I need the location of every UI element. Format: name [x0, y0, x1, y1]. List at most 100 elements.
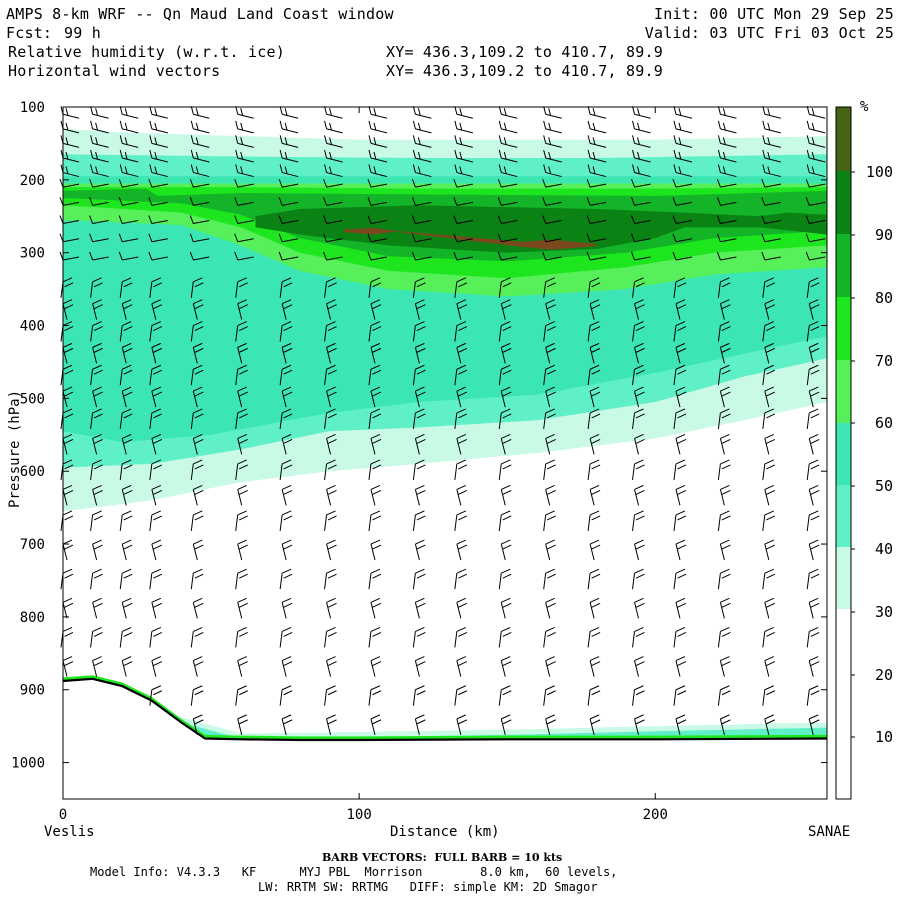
wind-barb [762, 510, 776, 531]
wind-barb [90, 408, 103, 429]
wind-barb [456, 342, 468, 364]
wind-barb [453, 251, 473, 261]
wind-barb [634, 433, 645, 455]
wind-barb [806, 321, 820, 342]
wind-barb [412, 321, 426, 342]
wind-barb [543, 627, 556, 648]
wind-barb [235, 321, 248, 342]
wind-barb [634, 342, 645, 364]
x-end-label: SANAE [808, 824, 851, 840]
wind-barb [719, 484, 731, 506]
wind-barb [90, 568, 103, 590]
colorbar-label: 70 [875, 352, 893, 370]
wind-barb [806, 106, 826, 119]
wind-barb [717, 106, 737, 119]
colorbar-band-30 [836, 547, 851, 609]
wind-barb [762, 321, 776, 342]
wind-barb [498, 627, 512, 648]
wind-barb [543, 408, 556, 429]
wind-barb [672, 233, 693, 243]
wind-barb [118, 215, 139, 225]
wind-barb [456, 539, 468, 561]
wind-barb [90, 106, 109, 119]
wind-barb [586, 197, 607, 206]
wind-barb [121, 597, 133, 619]
wind-barb [414, 597, 426, 619]
wind-barb [190, 364, 204, 386]
wind-barb [761, 233, 781, 243]
wind-barb [717, 568, 731, 590]
rh-region-90 [255, 205, 827, 253]
wind-barb [370, 656, 382, 677]
wind-barb [324, 135, 343, 148]
wind-barb [326, 539, 337, 561]
wind-barb [323, 233, 343, 243]
wind-barb [92, 433, 103, 455]
wind-barb [279, 408, 293, 429]
wind-barb [281, 433, 293, 455]
barb-note: BARB VECTORS: FULL BARB = 10 kts [322, 851, 563, 864]
wind-barb [324, 321, 337, 342]
wind-barb [281, 484, 293, 506]
wind-barb [717, 627, 731, 648]
wind-barb [500, 597, 512, 619]
wind-barb [368, 685, 382, 706]
wind-barb [235, 408, 248, 429]
wind-barb [545, 597, 556, 619]
wind-barb [92, 484, 103, 506]
wind-barb [368, 120, 388, 134]
wind-barb [235, 277, 248, 298]
wind-barb [279, 510, 293, 531]
y-tick-label: 900 [20, 683, 45, 699]
wind-barb [234, 233, 254, 243]
wind-barb [190, 568, 204, 590]
wind-barb [762, 685, 776, 706]
wind-barb [324, 459, 337, 480]
wind-barb [589, 433, 601, 455]
wind-barb [278, 197, 299, 206]
wind-barb [119, 459, 133, 480]
wind-barb [673, 106, 693, 119]
wind-barb [367, 251, 388, 261]
wind-barb [234, 215, 254, 225]
colorbar-label: 60 [875, 414, 893, 432]
wind-barb [543, 106, 562, 119]
wind-barb [368, 568, 382, 590]
model-info-2: LW: RRTM SW: RRTMG DIFF: simple KM: 2D S… [258, 880, 598, 894]
wind-barb [587, 568, 601, 590]
wind-barb [587, 510, 601, 531]
wind-barb [149, 106, 168, 119]
wind-barb [675, 484, 687, 506]
wind-barb [543, 510, 556, 531]
wind-barb [764, 433, 776, 455]
wind-barb [631, 215, 651, 225]
wind-barb [119, 408, 133, 429]
wind-barb [543, 685, 556, 706]
wind-barb [368, 408, 382, 429]
wind-barb [453, 197, 473, 206]
colorbar-band-90 [836, 171, 851, 234]
wind-barb [675, 342, 687, 364]
x-axis-label: Distance (km) [390, 824, 500, 840]
wind-barb [279, 321, 293, 342]
wind-barb [545, 714, 556, 735]
wind-barb [90, 627, 103, 648]
wind-barb [412, 510, 426, 531]
wind-barb [119, 135, 139, 148]
wind-barb [279, 277, 293, 298]
wind-barb [500, 299, 512, 320]
wind-barb [805, 197, 826, 206]
wind-barb [414, 299, 426, 320]
wind-barb [151, 342, 163, 364]
wind-barb [716, 251, 737, 261]
wind-barb [498, 277, 512, 298]
wind-barb [631, 233, 651, 243]
wind-barb [414, 342, 426, 364]
wind-barb [632, 321, 645, 342]
wind-barb [673, 277, 687, 298]
wind-barb [324, 408, 337, 429]
wind-barb [498, 685, 512, 706]
wind-barb [370, 484, 382, 506]
wind-barb [149, 164, 168, 178]
wind-barb [762, 277, 776, 298]
